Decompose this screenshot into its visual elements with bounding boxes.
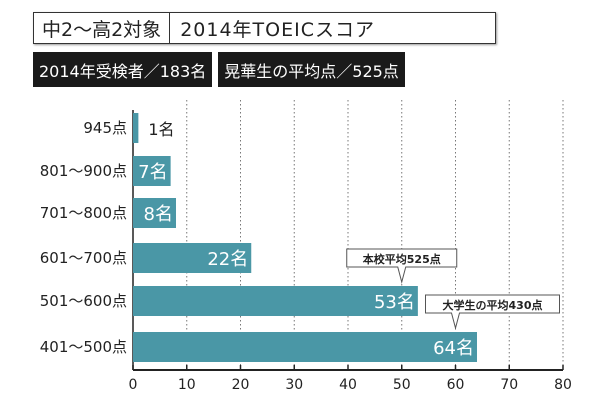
callout-box [346, 248, 458, 284]
annotation-text: 大学生の平均430点 [443, 298, 543, 312]
x-tick-label: 50 [393, 377, 411, 393]
category-label: 401〜500点 [40, 338, 127, 356]
x-tick-label: 20 [232, 377, 250, 393]
examinees-badge: 2014年受検者／183名 [33, 52, 213, 87]
category-label: 501〜600点 [40, 292, 127, 310]
x-tick-label: 10 [178, 377, 196, 393]
callout-box [425, 294, 560, 330]
x-tick-label: 70 [500, 377, 518, 393]
annotation-text: 本校平均525点 [363, 252, 441, 266]
bar [133, 156, 171, 186]
bar [133, 198, 176, 228]
category-label: 701〜800点 [40, 204, 127, 222]
data-label: 8名 [144, 204, 173, 225]
bar [133, 332, 477, 362]
x-tick-label: 30 [285, 377, 303, 393]
annotation-callout: 本校平均525点 [346, 248, 458, 284]
bar [133, 286, 418, 316]
bar [133, 243, 252, 273]
chart-title: 2014年TOEICスコア [180, 18, 375, 41]
data-label: 7名 [138, 162, 167, 183]
bar [133, 113, 139, 143]
category-label: 801〜900点 [40, 162, 127, 180]
category-label: 601〜700点 [40, 249, 127, 267]
badge-row: 2014年受検者／183名 晃華生の平均点／525点 [33, 52, 405, 87]
chart-header: 中2〜高2対象 2014年TOEICスコア [33, 12, 496, 44]
x-tick-label: 60 [447, 377, 465, 393]
data-label: 22名 [207, 249, 248, 270]
data-label: 53名 [374, 292, 415, 313]
x-tick-label: 0 [129, 377, 138, 393]
category-label: 945点 [83, 119, 127, 137]
data-label: 64名 [433, 338, 474, 359]
annotation-callout: 大学生の平均430点 [425, 294, 560, 330]
average-badge: 晃華生の平均点／525点 [218, 52, 405, 87]
x-tick-label: 40 [339, 377, 357, 393]
target-label: 中2〜高2対象 [34, 13, 171, 43]
data-label: 1名 [148, 120, 174, 139]
x-tick-label: 80 [554, 377, 572, 393]
